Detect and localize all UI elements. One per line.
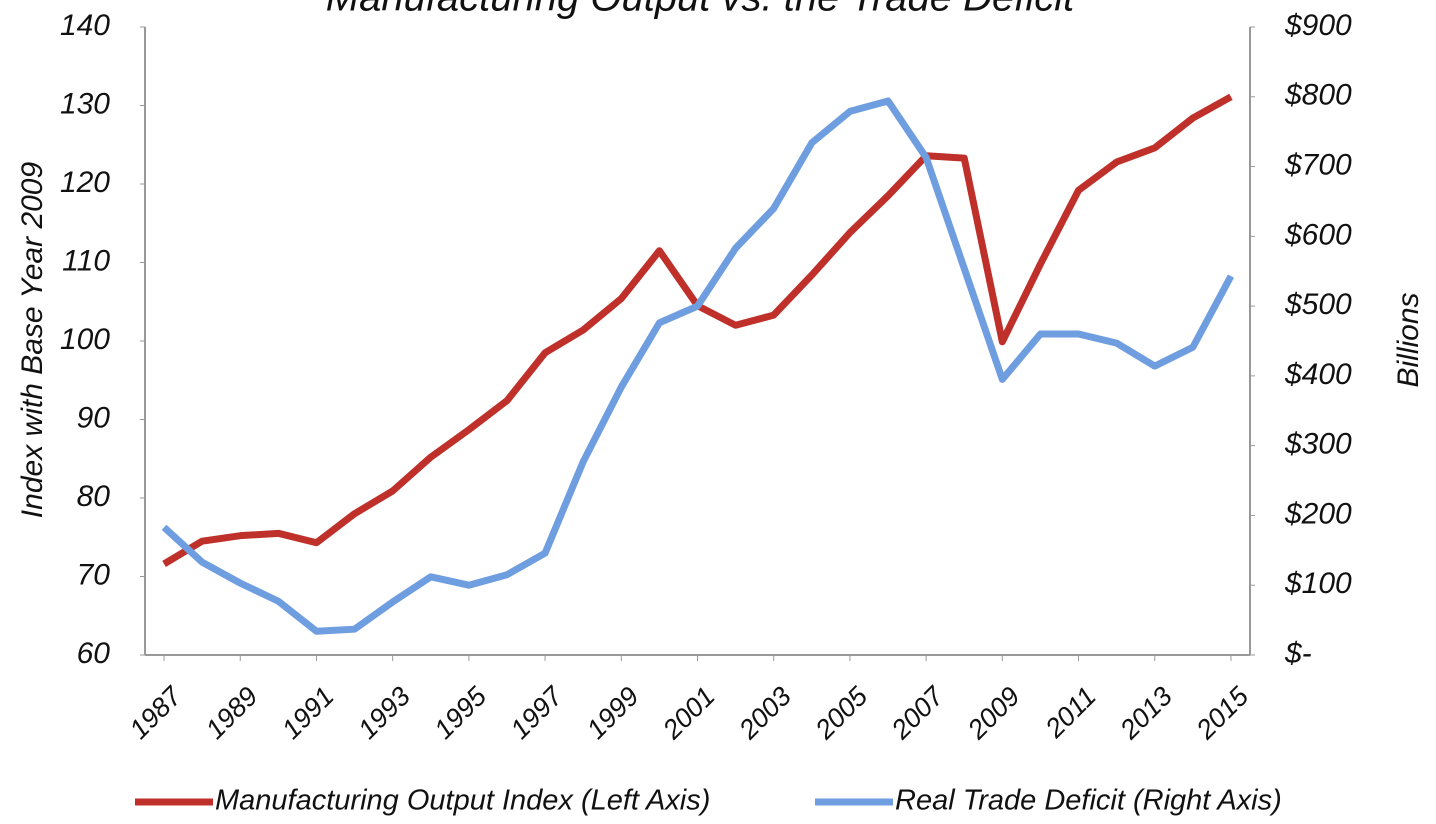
y2-tick-label: $600 (1284, 218, 1352, 251)
y2-axis-label: Billions (1392, 292, 1425, 387)
x-tick-label: 1993 (352, 681, 416, 745)
y2-tick-label: $500 (1284, 288, 1352, 321)
y-tick-label: 140 (60, 9, 110, 42)
series-line (161, 97, 1235, 635)
x-tick-label: 1989 (200, 681, 264, 745)
y2-tick-label: $400 (1284, 358, 1352, 391)
chart-title: Manufacturing Output vs. the Trade Defic… (326, 0, 1076, 20)
y2-tick-label: $300 (1284, 428, 1352, 461)
x-tick-label: 1997 (505, 680, 569, 744)
x-tick-label: 1995 (428, 680, 492, 744)
x-tick-label: 2013 (1114, 681, 1178, 745)
x-tick-label: 2007 (885, 680, 950, 745)
series-line (162, 93, 1233, 567)
legend-label: Real Trade Deficit (Right Axis) (895, 785, 1282, 817)
y2-tick-label: $100 (1284, 567, 1352, 600)
y-tick-label: 110 (62, 244, 110, 277)
x-tick-label: 2015 (1190, 680, 1255, 745)
x-tick-label: 1987 (124, 680, 188, 744)
x-tick-label: 2009 (961, 681, 1025, 745)
legend-label: Manufacturing Output Index (Left Axis) (215, 785, 710, 817)
x-tick-label: 2001 (656, 681, 720, 745)
y-axis-label: Index with Base Year 2009 (16, 162, 49, 519)
y2-tick-label: $700 (1284, 148, 1352, 181)
y-tick-label: 130 (60, 87, 110, 120)
y-tick-label: 70 (77, 558, 111, 591)
y-tick-label: 80 (77, 480, 111, 513)
y-tick-label: 90 (77, 401, 111, 434)
y-tick-label: 100 (60, 323, 110, 356)
y2-tick-label: $- (1284, 637, 1312, 670)
y2-tick-label: $900 (1284, 9, 1352, 42)
x-tick-label: 2011 (1039, 681, 1102, 744)
y2-tick-label: $800 (1284, 79, 1352, 112)
x-tick-label: 1999 (581, 681, 645, 745)
y-tick-label: 120 (60, 166, 110, 199)
x-tick-label: 2003 (733, 681, 797, 745)
x-tick-label: 1991 (276, 681, 340, 745)
x-tick-label: 2005 (809, 680, 874, 745)
y-tick-label: 60 (77, 637, 111, 670)
y2-tick-label: $200 (1284, 497, 1352, 530)
